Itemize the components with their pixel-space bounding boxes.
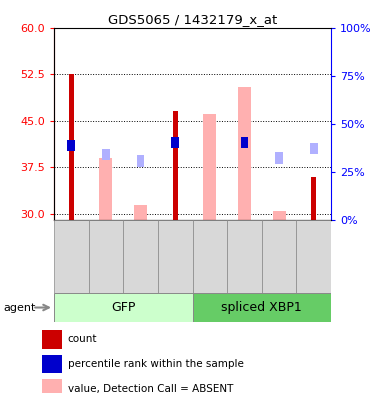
Bar bbox=[203, 114, 216, 220]
Bar bbox=[273, 211, 286, 220]
Bar bbox=[241, 137, 248, 148]
Text: agent: agent bbox=[4, 303, 36, 313]
Bar bbox=[227, 220, 262, 293]
Bar bbox=[54, 293, 192, 322]
Bar bbox=[192, 293, 331, 322]
Bar bbox=[42, 330, 62, 349]
Bar bbox=[137, 156, 144, 167]
Text: percentile rank within the sample: percentile rank within the sample bbox=[68, 359, 243, 369]
Bar bbox=[275, 152, 283, 163]
Bar bbox=[158, 220, 192, 293]
Bar bbox=[67, 140, 75, 151]
Text: spliced XBP1: spliced XBP1 bbox=[221, 301, 302, 314]
Bar bbox=[241, 137, 248, 148]
Bar bbox=[171, 137, 179, 148]
Bar bbox=[192, 220, 227, 293]
Bar bbox=[238, 86, 251, 220]
Bar bbox=[310, 143, 318, 154]
Bar bbox=[123, 220, 158, 293]
Bar bbox=[102, 149, 110, 160]
Bar bbox=[42, 379, 62, 393]
Bar bbox=[54, 220, 89, 293]
Bar bbox=[134, 204, 147, 220]
Bar bbox=[89, 220, 123, 293]
Text: count: count bbox=[68, 334, 97, 345]
Bar bbox=[173, 111, 177, 220]
Bar bbox=[99, 158, 112, 220]
Title: GDS5065 / 1432179_x_at: GDS5065 / 1432179_x_at bbox=[108, 13, 277, 26]
Bar bbox=[311, 176, 316, 220]
Text: value, Detection Call = ABSENT: value, Detection Call = ABSENT bbox=[68, 384, 233, 393]
Bar bbox=[262, 220, 296, 293]
Bar bbox=[296, 220, 331, 293]
Bar bbox=[69, 74, 74, 220]
Bar bbox=[42, 355, 62, 373]
Text: GFP: GFP bbox=[111, 301, 136, 314]
